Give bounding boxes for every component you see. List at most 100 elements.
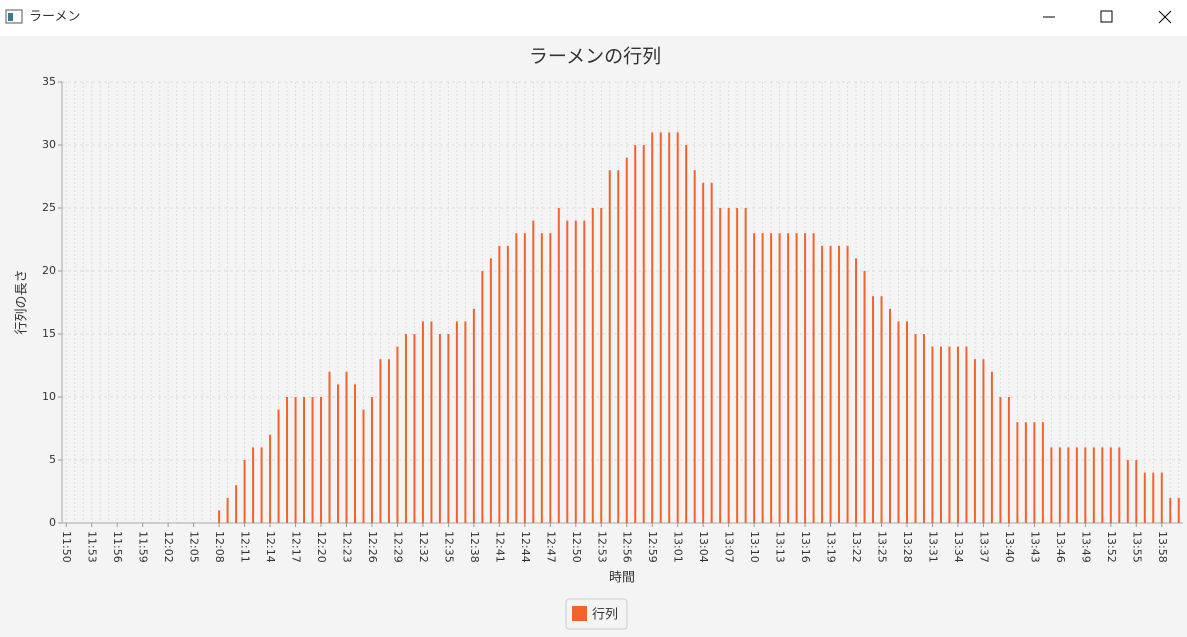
app-icon (5, 9, 23, 24)
bar (362, 409, 365, 523)
bar (855, 258, 858, 523)
bar (905, 321, 908, 523)
x-tick-label: 11:56 (111, 531, 124, 563)
bar (744, 208, 747, 523)
bar (294, 397, 297, 523)
close-button[interactable] (1158, 10, 1172, 24)
bar (761, 233, 764, 523)
bar (685, 145, 688, 523)
x-tick-label: 13:43 (1028, 531, 1041, 563)
bar (710, 182, 713, 524)
bar (286, 397, 289, 523)
x-tick-label: 13:55 (1130, 531, 1143, 563)
bar (778, 233, 781, 523)
bar (1152, 472, 1155, 523)
bar (540, 233, 543, 523)
bar (736, 208, 739, 523)
x-tick-label: 13:52 (1105, 531, 1118, 563)
x-tick-label: 12:17 (290, 531, 303, 563)
x-tick-label: 12:14 (264, 531, 277, 563)
bar (642, 145, 645, 523)
x-tick-label: 13:07 (723, 531, 736, 563)
bar (1126, 460, 1129, 523)
bar (1169, 497, 1172, 523)
bar (1007, 397, 1010, 523)
chart-title: ラーメンの行列 (529, 46, 661, 68)
x-tick-label: 12:41 (493, 531, 506, 563)
x-tick-label: 12:38 (468, 531, 481, 563)
bar (990, 371, 993, 523)
x-tick-label: 12:26 (366, 531, 379, 563)
bar (277, 409, 280, 523)
bar (447, 334, 450, 523)
bar (931, 346, 934, 523)
bar (337, 384, 340, 523)
bar (804, 233, 807, 523)
bar (863, 271, 866, 523)
bar (430, 321, 433, 523)
bar (897, 321, 900, 523)
bar (880, 296, 883, 523)
bar (1135, 460, 1138, 523)
x-tick-label: 13:46 (1054, 531, 1067, 563)
x-tick-label: 12:11 (239, 531, 252, 563)
bar (753, 233, 756, 523)
bar (965, 346, 968, 523)
bar (608, 170, 611, 523)
bar (1109, 447, 1112, 523)
bar (328, 371, 331, 523)
bar (982, 359, 985, 523)
y-tick-label: 5 (49, 453, 56, 466)
bar (1041, 422, 1044, 523)
x-tick-label: 12:32 (417, 531, 430, 563)
bar (770, 233, 773, 523)
bar (345, 371, 348, 523)
bar (787, 233, 790, 523)
bar (591, 208, 594, 523)
bar (252, 447, 255, 523)
bar (472, 308, 475, 523)
legend-swatch (572, 606, 587, 621)
bar (651, 132, 654, 523)
y-tick-label: 10 (42, 390, 56, 403)
bar (1118, 447, 1121, 523)
legend-label: 行列 (592, 608, 618, 623)
bar (872, 296, 875, 523)
x-tick-label: 12:35 (442, 531, 455, 563)
bar (1058, 447, 1061, 523)
y-tick-label: 25 (42, 201, 56, 214)
x-tick-label: 11:59 (137, 531, 150, 563)
bar (396, 346, 399, 523)
bar (999, 397, 1002, 523)
bar (226, 497, 229, 523)
bar (659, 132, 662, 523)
x-tick-label: 13:25 (876, 531, 889, 563)
bar (404, 334, 407, 523)
x-tick-label: 13:10 (748, 531, 761, 563)
y-tick-label: 35 (42, 75, 56, 88)
bar (1050, 447, 1053, 523)
bar (1084, 447, 1087, 523)
bar (617, 170, 620, 523)
bar (413, 334, 416, 523)
x-tick-label: 12:05 (188, 531, 201, 563)
x-tick-label: 13:58 (1156, 531, 1169, 563)
bar (812, 233, 815, 523)
bar (574, 220, 577, 523)
bar (693, 170, 696, 523)
bar (795, 233, 798, 523)
x-tick-label: 13:28 (901, 531, 914, 563)
bar (370, 397, 373, 523)
bar (846, 245, 849, 524)
bar (387, 359, 390, 523)
x-tick-label: 13:34 (952, 531, 965, 563)
x-tick-label: 13:22 (850, 531, 863, 563)
bar (243, 460, 246, 523)
bar (353, 384, 356, 523)
bar (523, 233, 526, 523)
maximize-button[interactable] (1100, 10, 1113, 23)
bar (566, 220, 569, 523)
x-axis-title: 時間 (609, 571, 635, 586)
